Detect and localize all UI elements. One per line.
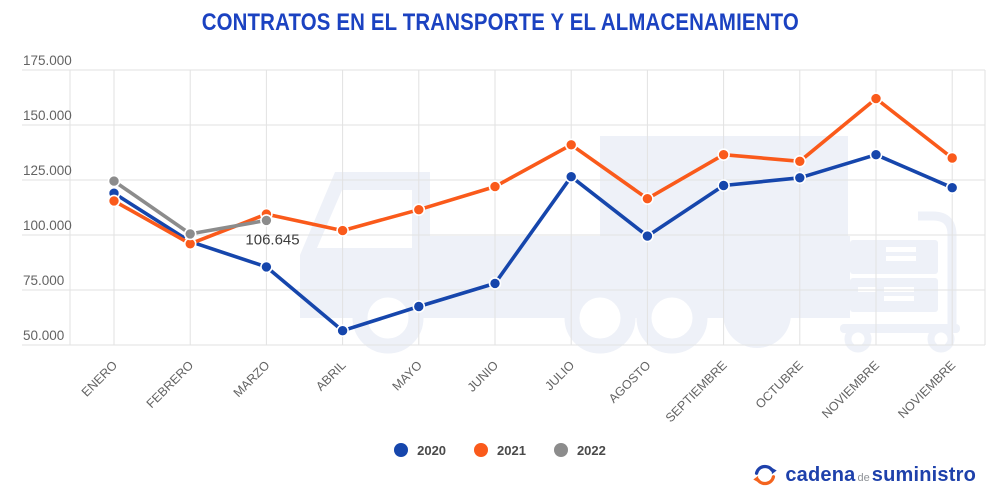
y-tick-label: 75.000: [23, 273, 64, 288]
x-tick-label: JUNIO: [465, 358, 502, 395]
series-2021-point: [336, 224, 349, 237]
x-tick-label: JULIO: [542, 358, 577, 393]
watermark: [300, 136, 960, 354]
legend-dot-icon: [394, 443, 409, 457]
series-2021-point: [945, 151, 959, 165]
series-2021-point: [717, 148, 730, 161]
series-2020-line: [112, 152, 955, 333]
series-2020-point: [412, 300, 426, 313]
series-2021-line: [112, 96, 955, 246]
y-tick-label: 150.000: [23, 108, 72, 123]
legend-label: 2020: [417, 442, 447, 458]
series-2020-point: [793, 171, 807, 185]
legend-item-2022: 2022: [553, 442, 606, 458]
x-axis-labels: ENERO FEBRERO MARZO ABRIL MAYO JUNIO JULIO AGOS…: [79, 358, 959, 425]
x-tick-label: OCTUBRE: [753, 358, 806, 411]
series-2020-point: [564, 170, 578, 183]
hand-truck-watermark-icon: [840, 211, 960, 353]
series-2021-point: [412, 203, 426, 216]
series-2021-point: [641, 192, 654, 205]
y-axis-labels: 175.000 150.000 125.000 100.000 75.000 50.000: [23, 53, 72, 343]
x-tick-label: MARZO: [231, 358, 273, 400]
annotation-layer: 106.645: [245, 231, 299, 248]
logo-word-de: de: [857, 471, 870, 484]
series-2020-point: [336, 324, 349, 338]
legend-item-2021: 2021: [474, 443, 526, 458]
series-2020-point: [945, 181, 959, 194]
page-title: CONTRATOS EN EL TRANSPORTE Y EL ALMACENA…: [201, 9, 799, 36]
y-tick-label: 100.000: [23, 218, 72, 233]
x-tick-label: FEBRERO: [144, 358, 197, 411]
series-2020-point: [641, 229, 654, 243]
legend-label: 2021: [497, 442, 526, 458]
x-tick-label: NOVIEMBRE: [895, 358, 958, 421]
legend-item-2020: 2020: [394, 443, 446, 458]
brand-logo: cadena de suministro: [752, 460, 976, 490]
series-2022-point: [107, 174, 121, 188]
y-tick-label: 125.000: [23, 163, 72, 178]
series-2020-point: [717, 179, 730, 192]
legend-dot-icon: [474, 443, 489, 457]
series-2021-point: [793, 155, 807, 168]
chart-canvas: 175.000 150.000 125.000 100.000 75.000 50.000…: [22, 53, 986, 425]
logo-word-cadena: cadena: [785, 463, 856, 486]
y-tick-label: 50.000: [23, 328, 64, 343]
series-2020-point: [488, 277, 502, 290]
data-series: [107, 92, 959, 338]
x-tick-label: NOVIEMBRE: [819, 358, 882, 421]
logo-word-suministro: suministro: [871, 463, 976, 486]
chart-legend: 2020 2021 2022: [0, 440, 1000, 460]
cycle-arrows-icon: [753, 464, 778, 486]
x-tick-label: ABRIL: [313, 358, 348, 393]
brand-logo-text: cadena de suministro: [785, 464, 976, 487]
series-2022-point: [183, 227, 197, 241]
series-2021-point: [488, 180, 502, 193]
point-value-label: 106.645: [245, 231, 299, 248]
series-2021-point: [869, 92, 883, 105]
legend-dot-icon: [553, 443, 568, 457]
x-tick-label: AGOSTO: [606, 358, 654, 406]
series-2021-point: [564, 138, 578, 152]
legend-label: 2022: [576, 442, 606, 458]
y-tick-label: 175.000: [23, 53, 72, 68]
series-2020-point: [260, 260, 273, 274]
x-tick-label: SEPTIEMBRE: [663, 358, 730, 425]
series-2020-point: [869, 148, 883, 161]
x-tick-label: ENERO: [79, 358, 121, 400]
x-tick-label: MAYO: [390, 358, 425, 393]
series-2022-point: [260, 214, 273, 227]
series-2021-point: [107, 194, 121, 208]
